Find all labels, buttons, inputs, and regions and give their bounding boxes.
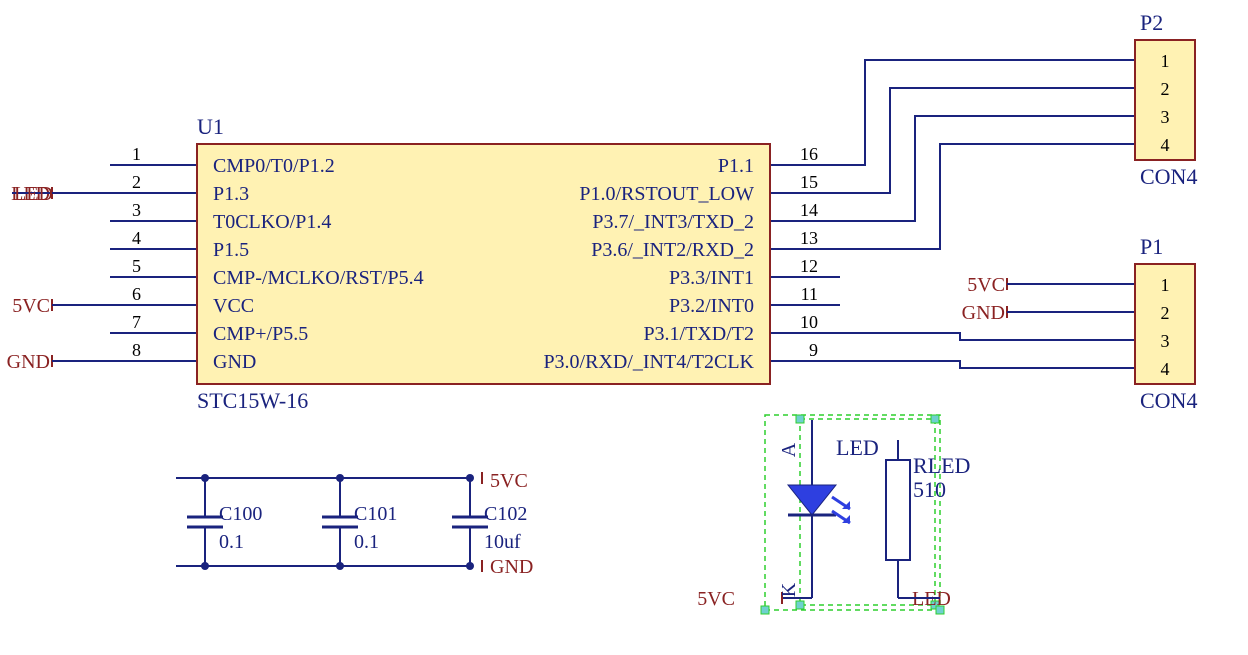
ic-u1-pin-7-num: 7: [132, 312, 141, 332]
connector-p1-pin-1-num: 1: [1161, 275, 1170, 295]
selection-handle-0: [796, 415, 804, 423]
led-cathode-label: K: [778, 582, 800, 597]
ic-u1-pin-16-label: P1.1: [718, 155, 754, 177]
ic-u1-pin-7-label: CMP+/P5.5: [213, 323, 308, 345]
ic-u1-pin-5-label: CMP-/MCLKO/RST/P5.4: [213, 267, 424, 289]
cap-C100-ref: C100: [219, 503, 262, 525]
net-GND-caps: GND: [490, 556, 533, 578]
ic-u1-pin-14-label: P3.7/_INT3/TXD_2: [592, 211, 754, 233]
connector-p1-pin-3-num: 3: [1161, 331, 1170, 351]
selection-handle-3: [796, 601, 804, 609]
connector-p2-pin-3-num: 3: [1161, 107, 1170, 127]
cap-C102-ref: C102: [484, 503, 527, 525]
selection-handle-1: [931, 415, 939, 423]
connector-p1-pin-2-num: 2: [1161, 303, 1170, 323]
cap-C101-val: 0.1: [354, 531, 379, 553]
ic-u1-pin-4-num: 4: [132, 228, 141, 248]
ic-u1-pin-10-label: P3.1/TXD/T2: [643, 323, 754, 345]
connector-p1-pin-4-num: 4: [1161, 359, 1170, 379]
ic-u1-pin-15-num: 15: [800, 172, 818, 192]
ic-u1-ref: U1: [197, 114, 224, 139]
selection-handle-2: [761, 606, 769, 614]
ic-u1-pin-1-num: 1: [132, 144, 141, 164]
schematic-canvas: U1 STC15W-16 1 CMP0/T0/P1.2 2 P1.3 LED LED 3 T0CL…: [0, 0, 1248, 655]
route-pin13_to_P2_4: [840, 144, 1065, 249]
cap-C100-val: 0.1: [219, 531, 244, 553]
ic-u1-pin-13-num: 13: [800, 228, 818, 248]
ic-u1-pin-6-label: VCC: [213, 295, 254, 317]
resistor-rled-ref: RLED: [913, 453, 970, 478]
led-anode-label: A: [778, 442, 800, 457]
connector-p1-part: CON4: [1140, 388, 1197, 413]
connector-p2-part: CON4: [1140, 164, 1197, 189]
ic-u1-pin-9-label: P3.0/RXD/_INT4/T2CLK: [543, 351, 754, 373]
ic-u1-pin-12-num: 12: [800, 256, 818, 276]
ic-u1-pin-1-label: CMP0/T0/P1.2: [213, 155, 335, 177]
net-GND-p1-2: GND: [962, 302, 1005, 324]
route-pin16_to_P2_1: [840, 60, 1065, 165]
ic-u1-pin-3-label: T0CLKO/P1.4: [213, 211, 331, 233]
resistor-rled-body: [886, 460, 910, 560]
route-pin9_to_P1_4: [840, 361, 1065, 368]
resistor-rled-val: 510: [913, 477, 946, 502]
connector-p2-pin-1-num: 1: [1161, 51, 1170, 71]
route-pin10_to_P1_3: [840, 333, 1065, 340]
ic-u1-pin-2-num: 2: [132, 172, 141, 192]
net-5VC-p1-1: 5VC: [967, 274, 1005, 296]
ic-u1-pin-10-num: 10: [800, 312, 818, 332]
connector-p2-pin-2-num: 2: [1161, 79, 1170, 99]
ic-u1-pin-12-label: P3.3/INT1: [669, 267, 754, 289]
ic-u1-pin-8-num: 8: [132, 340, 141, 360]
ic-u1-pin-4-label: P1.5: [213, 239, 249, 261]
ic-u1-pin-14-num: 14: [800, 200, 818, 220]
ic-u1-part: STC15W-16: [197, 388, 308, 413]
ic-u1-pin-8-label: GND: [213, 351, 256, 373]
connector-p1-ref: P1: [1140, 234, 1163, 259]
ic-u1-pin-13-label: P3.6/_INT2/RXD_2: [591, 239, 754, 261]
led-ref: LED: [836, 435, 879, 460]
net-5VC-led: 5VC: [697, 588, 735, 610]
cap-C101-ref: C101: [354, 503, 397, 525]
net-LED-left: LED: [14, 183, 53, 205]
connector-p2-ref: P2: [1140, 10, 1163, 35]
led-symbol-triangle: [788, 485, 836, 515]
net-5VC-caps: 5VC: [490, 470, 528, 492]
ic-u1-pin-11-num: 11: [801, 284, 818, 304]
ic-u1-pin-3-num: 3: [132, 200, 141, 220]
ic-u1-pin-9-num: 9: [809, 340, 818, 360]
connector-p2-pin-4-num: 4: [1161, 135, 1170, 155]
ic-u1-pin-11-label: P3.2/INT0: [669, 295, 754, 317]
cap-C102-val: 10uf: [484, 531, 521, 553]
route-pin14_to_P2_3: [840, 116, 1065, 221]
ic-u1-pin-15-label: P1.0/RSTOUT_LOW: [579, 183, 754, 205]
ic-u1-body: [197, 144, 770, 384]
route-pin15_to_P2_2: [840, 88, 1065, 193]
net-5VC-u1-6: 5VC: [12, 295, 50, 317]
ic-u1-pin-6-num: 6: [132, 284, 141, 304]
ic-u1-pin-5-num: 5: [132, 256, 141, 276]
ic-u1-pin-16-num: 16: [800, 144, 818, 164]
ic-u1-pin-2-label: P1.3: [213, 183, 249, 205]
net-GND-u1-8: GND: [7, 351, 50, 373]
